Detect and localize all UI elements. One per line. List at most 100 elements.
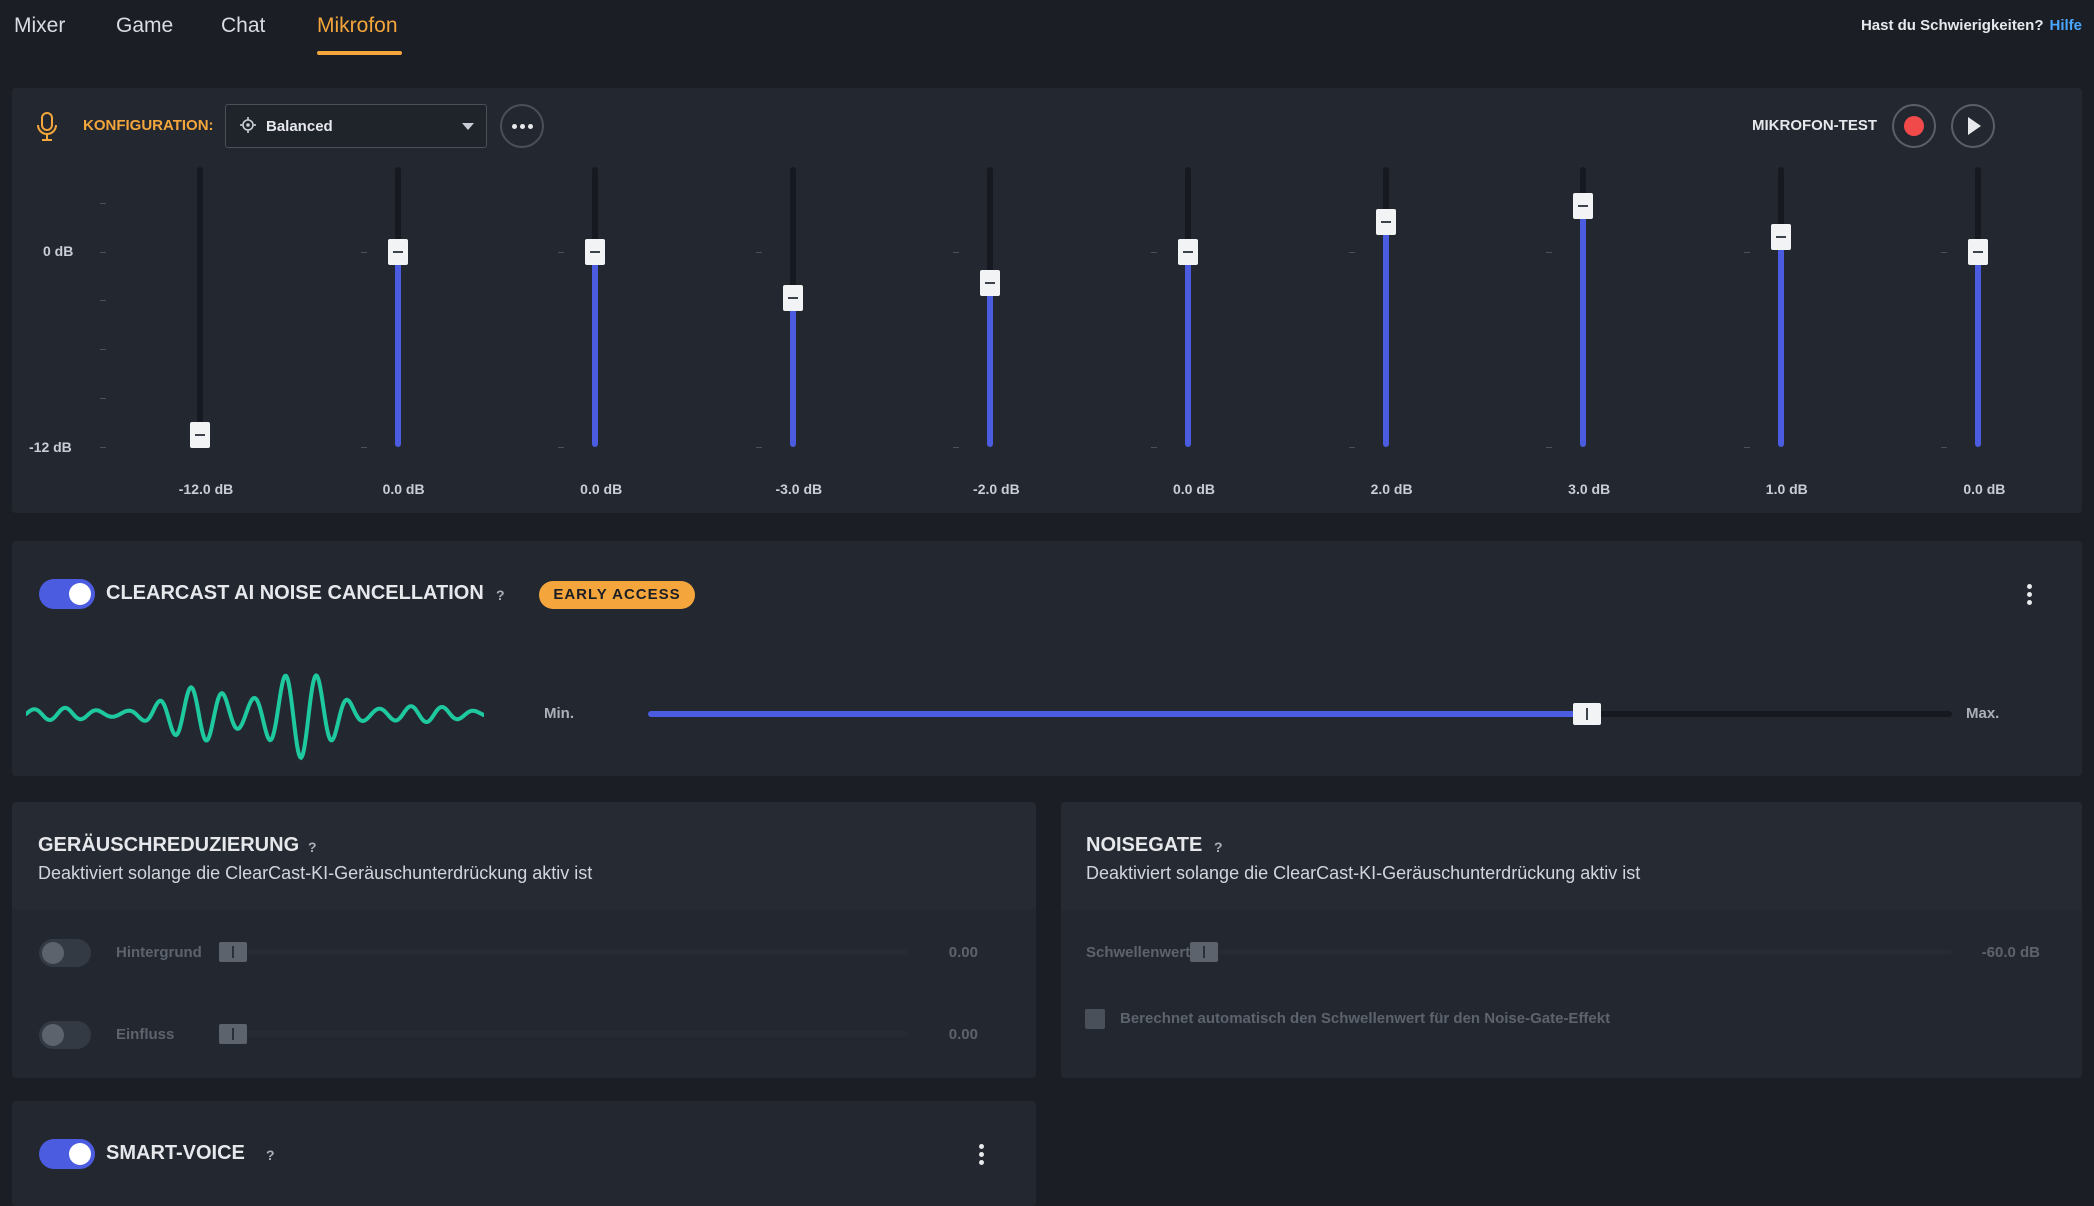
auto-threshold-checkbox[interactable] [1085, 1009, 1105, 1029]
band-bottom-tick [1348, 447, 1355, 448]
background-slider-thumb[interactable] [219, 942, 247, 962]
influence-slider-thumb[interactable] [219, 1024, 247, 1044]
smart-voice-help-icon[interactable]: ? [266, 1147, 275, 1163]
eq-band-thumb[interactable] [1968, 239, 1989, 265]
more-options-button[interactable] [500, 104, 544, 148]
tab-game[interactable]: Game [116, 14, 174, 37]
band-zero-tick [558, 252, 565, 253]
waveform-icon [24, 660, 486, 773]
eq-band-fill [1975, 252, 1982, 447]
eq-band-value: 0.0 dB [580, 481, 623, 497]
axis-tick [100, 252, 106, 253]
eq-band-value: 2.0 dB [1370, 481, 1413, 497]
eq-band-value: -2.0 dB [973, 481, 1020, 497]
band-zero-tick [1743, 252, 1750, 253]
noise-max-label: Max. [1966, 705, 2000, 722]
band-zero-tick [1546, 252, 1553, 253]
help-prompt: Hast du Schwierigkeiten? Hilfe [1861, 17, 2082, 34]
noise-level-fill [648, 711, 1587, 717]
play-button[interactable] [1951, 104, 1995, 148]
record-button[interactable] [1892, 104, 1936, 148]
eq-band-thumb[interactable] [1573, 193, 1594, 220]
noise-reduction-header [12, 802, 1036, 910]
band-zero-tick [360, 252, 367, 253]
microphone-icon [36, 112, 58, 147]
top-navigation: Mixer Game Chat Mikrofon Hast du Schwier… [0, 0, 2094, 80]
clearcast-help-icon[interactable]: ? [496, 587, 505, 603]
band-bottom-tick [755, 447, 762, 448]
smart-voice-toggle[interactable] [39, 1139, 95, 1169]
eq-band-fill [1580, 206, 1587, 447]
influence-toggle[interactable] [39, 1021, 91, 1049]
band-zero-tick [1151, 252, 1157, 253]
axis-tick [100, 447, 106, 448]
eq-band-thumb[interactable] [585, 239, 606, 265]
preset-icon [240, 117, 256, 137]
band-bottom-tick [953, 447, 960, 448]
eq-band-fill [1185, 252, 1191, 447]
preset-value: Balanced [266, 118, 333, 135]
early-access-badge: EARLY ACCESS [539, 581, 695, 609]
eq-band-thumb[interactable] [1770, 223, 1791, 250]
help-text: Hast du Schwierigkeiten? [1860, 17, 2044, 34]
axis-tick [100, 398, 106, 399]
eq-band-thumb[interactable] [1375, 208, 1396, 235]
axis-tick [100, 300, 106, 301]
threshold-label: Schwellenwert [1086, 944, 1191, 961]
noise-reduction-description: Deaktiviert solange die ClearCast-KI-Ger… [38, 863, 593, 883]
eq-band-fill [394, 252, 401, 447]
eq-band-thumb[interactable] [782, 284, 803, 311]
band-bottom-tick [558, 447, 565, 448]
axis-label-minus12db: -12 dB [29, 439, 72, 455]
background-slider-track[interactable] [219, 949, 909, 955]
noisegate-panel [1061, 802, 2082, 1078]
eq-band-track[interactable] [197, 167, 203, 447]
active-tab-indicator [317, 51, 402, 55]
eq-band-thumb[interactable] [387, 239, 408, 265]
tab-chat[interactable]: Chat [221, 14, 266, 37]
eq-band-fill [1777, 236, 1784, 447]
noise-reduction-help-icon[interactable]: ? [308, 839, 317, 855]
band-bottom-tick [1941, 447, 1948, 448]
band-zero-tick [1348, 252, 1355, 253]
band-bottom-tick [360, 447, 367, 448]
noisegate-help-icon[interactable]: ? [1214, 839, 1223, 855]
help-link[interactable]: Hilfe [2049, 17, 2082, 34]
band-zero-tick [755, 252, 762, 253]
background-toggle[interactable] [39, 939, 91, 967]
eq-band-thumb[interactable] [190, 422, 210, 448]
eq-band-thumb[interactable] [980, 269, 1001, 296]
axis-tick [100, 203, 106, 204]
clearcast-menu-button[interactable] [2019, 581, 2039, 609]
noise-level-slider-thumb[interactable] [1572, 703, 1601, 725]
band-bottom-tick [1151, 447, 1157, 448]
noise-reduction-title: GERÄUSCHREDUZIERUNG [38, 834, 300, 856]
background-value: 0.00 [948, 944, 978, 961]
smart-voice-panel [12, 1101, 1036, 1206]
threshold-slider-track[interactable] [1192, 949, 1952, 955]
smart-voice-title: SMART-VOICE [106, 1142, 245, 1164]
influence-slider-track[interactable] [219, 1031, 909, 1037]
band-bottom-tick [1546, 447, 1553, 448]
background-label: Hintergrund [116, 944, 202, 961]
eq-band-value: 0.0 dB [382, 481, 425, 497]
eq-band-value: 3.0 dB [1568, 481, 1611, 497]
mic-test-label: MIKROFON-TEST [1752, 117, 1877, 134]
clearcast-toggle[interactable] [39, 579, 95, 609]
play-icon [1968, 117, 1981, 135]
eq-band-thumb[interactable] [1178, 239, 1198, 265]
tab-mikrofon[interactable]: Mikrofon [317, 14, 398, 37]
smart-voice-menu-button[interactable] [971, 1141, 991, 1169]
threshold-slider-thumb[interactable] [1190, 942, 1218, 962]
noisegate-description: Deaktiviert solange die ClearCast-KI-Ger… [1086, 863, 1641, 883]
influence-label: Einfluss [116, 1026, 175, 1043]
axis-tick [100, 349, 106, 350]
influence-value: 0.00 [948, 1026, 978, 1043]
eq-band-value: 0.0 dB [1172, 481, 1215, 497]
clearcast-title: CLEARCAST AI NOISE CANCELLATION [106, 582, 484, 604]
axis-label-0db: 0 dB [43, 243, 74, 259]
preset-dropdown[interactable]: Balanced [225, 104, 487, 148]
chevron-down-icon [462, 123, 474, 130]
eq-band-fill [789, 297, 796, 447]
tab-mixer[interactable]: Mixer [14, 14, 66, 37]
